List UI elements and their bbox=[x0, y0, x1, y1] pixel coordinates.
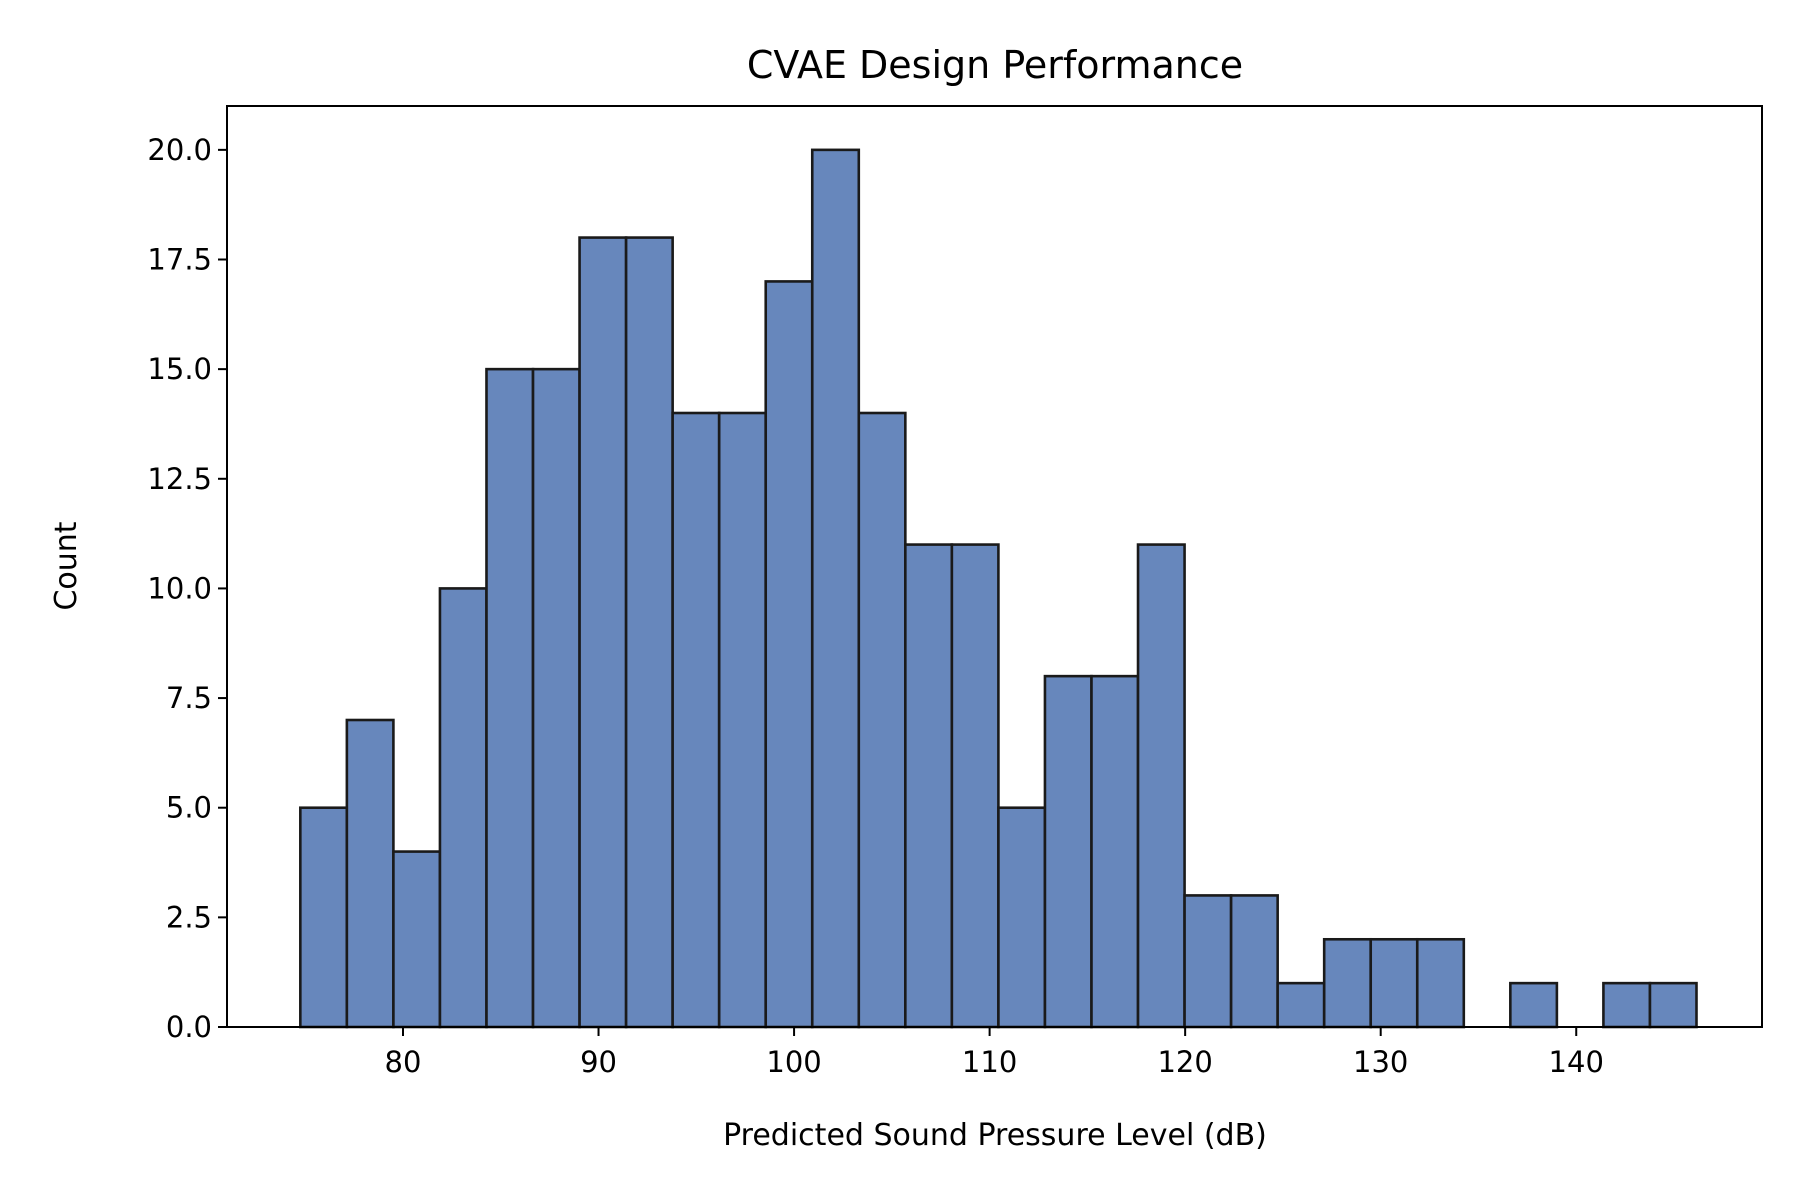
histogram-bar bbox=[485, 367, 535, 1029]
histogram-bar bbox=[1043, 674, 1093, 1029]
histogram-bar bbox=[1602, 981, 1652, 1029]
x-tick-label: 130 bbox=[1353, 1045, 1408, 1079]
y-axis: 0.0 2.5 5.0 7.5 10.0 12.5 15.0 17.5 20.0 bbox=[147, 133, 227, 1044]
histogram-bar bbox=[671, 411, 721, 1029]
plot-area-frame bbox=[226, 105, 1763, 1028]
x-tick-label: 100 bbox=[766, 1045, 821, 1079]
bars-group bbox=[299, 148, 1698, 1029]
x-tick-label: 140 bbox=[1549, 1045, 1604, 1079]
histogram-bar bbox=[392, 850, 442, 1029]
histogram-bar bbox=[345, 718, 395, 1029]
y-tick-label: 17.5 bbox=[147, 243, 212, 277]
histogram-bar bbox=[810, 148, 861, 1029]
x-axis: 80 90 100 110 120 130 140 bbox=[385, 1027, 1604, 1079]
histogram-bar bbox=[1229, 894, 1279, 1029]
histogram-bar bbox=[624, 236, 674, 1029]
y-tick-label: 7.5 bbox=[166, 681, 212, 715]
histogram-bar bbox=[1183, 894, 1233, 1029]
histogram-bar bbox=[1090, 674, 1140, 1029]
histogram-bar bbox=[578, 236, 628, 1029]
histogram-bar bbox=[950, 543, 1000, 1029]
histogram-bar bbox=[857, 411, 907, 1029]
x-tick-label: 80 bbox=[385, 1045, 422, 1079]
histogram-bar bbox=[1136, 543, 1186, 1029]
chart-title: CVAE Design Performance bbox=[747, 43, 1243, 87]
y-axis-label: Count bbox=[49, 521, 84, 610]
histogram-bar bbox=[997, 806, 1047, 1029]
histogram-bar bbox=[1415, 937, 1466, 1029]
histogram-bar bbox=[904, 543, 954, 1029]
histogram-bar bbox=[1648, 981, 1698, 1029]
x-tick-label: 110 bbox=[962, 1045, 1017, 1079]
x-tick-label: 120 bbox=[1157, 1045, 1212, 1079]
histogram-bar bbox=[438, 587, 488, 1029]
histogram-bar bbox=[1509, 981, 1559, 1029]
x-tick-label: 90 bbox=[580, 1045, 617, 1079]
histogram-bar bbox=[1276, 981, 1326, 1029]
y-tick-label: 0.0 bbox=[166, 1010, 212, 1044]
y-tick-label: 2.5 bbox=[166, 900, 212, 934]
histogram-bar bbox=[531, 367, 581, 1029]
histogram-bar bbox=[717, 411, 768, 1029]
histogram-bar bbox=[1369, 937, 1419, 1029]
y-tick-label: 12.5 bbox=[147, 462, 212, 496]
x-axis-label: Predicted Sound Pressure Level (dB) bbox=[723, 1118, 1267, 1153]
histogram-bar bbox=[764, 280, 814, 1029]
histogram-bar bbox=[1322, 937, 1373, 1029]
y-tick-label: 5.0 bbox=[166, 791, 212, 825]
y-tick-label: 20.0 bbox=[147, 133, 212, 167]
y-tick-label: 15.0 bbox=[147, 352, 212, 386]
y-tick-label: 10.0 bbox=[147, 571, 212, 605]
histogram-bar bbox=[299, 806, 349, 1029]
